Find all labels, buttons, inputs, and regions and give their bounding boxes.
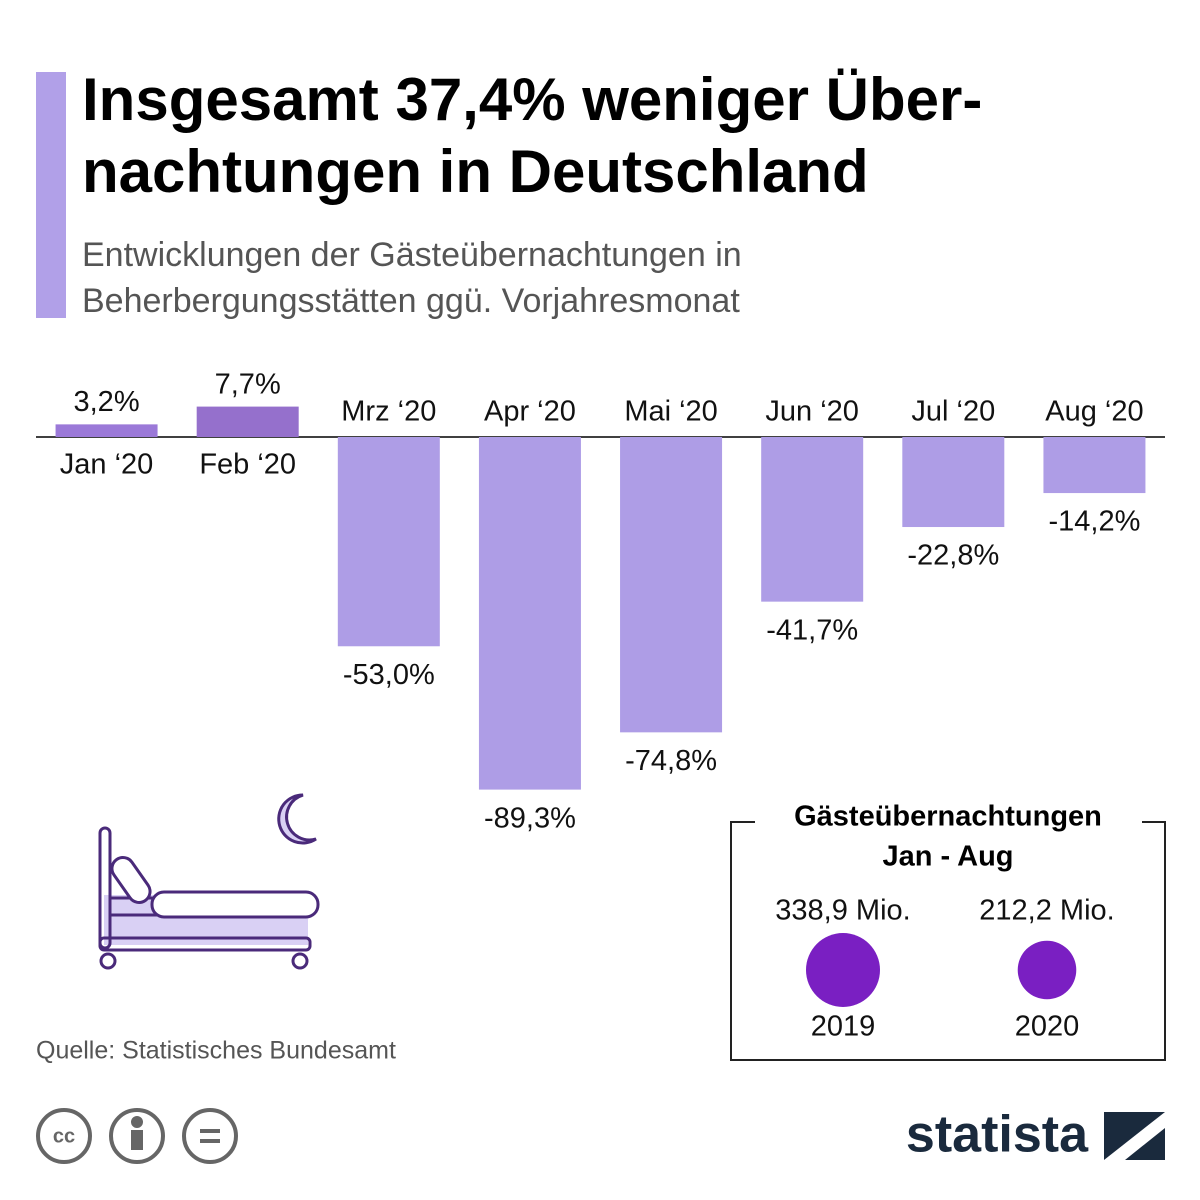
category-label: Mai ‘20 bbox=[624, 396, 718, 428]
bubble bbox=[805, 932, 881, 1008]
value-label: -53,0% bbox=[343, 659, 435, 691]
bar bbox=[1043, 437, 1146, 494]
value-label: 7,7% bbox=[215, 368, 281, 400]
category-label: Aug ‘20 bbox=[1045, 396, 1143, 428]
subtitle-line: Beherbergungsstätten ggü. Vorjahresmonat bbox=[82, 282, 740, 320]
logo-mark bbox=[1104, 1112, 1165, 1160]
value-label: -22,8% bbox=[907, 540, 999, 572]
value-label: -14,2% bbox=[1048, 506, 1140, 538]
bubble bbox=[1017, 940, 1077, 1000]
value-label: 338,9 Mio. bbox=[775, 895, 910, 927]
category-label: Jun ‘20 bbox=[765, 396, 859, 428]
category-label: Apr ‘20 bbox=[484, 396, 576, 428]
subtitle-line: Entwicklungen der Gästeübernachtungen in bbox=[82, 236, 742, 274]
category-label: Mrz ‘20 bbox=[341, 396, 436, 428]
category-label: Jan ‘20 bbox=[60, 449, 154, 481]
bar bbox=[337, 437, 440, 647]
bar bbox=[620, 437, 723, 733]
value-label: -74,8% bbox=[625, 745, 717, 777]
inset-title: Jan - Aug bbox=[882, 841, 1013, 873]
svg-text:cc: cc bbox=[53, 1125, 75, 1147]
category-label: Feb ‘20 bbox=[199, 449, 296, 481]
accent-bar bbox=[36, 72, 66, 318]
value-label: 3,2% bbox=[74, 386, 140, 418]
inset-frame bbox=[730, 821, 1166, 1061]
bar bbox=[478, 437, 581, 790]
bar bbox=[196, 406, 299, 437]
logo: statista bbox=[906, 1106, 1089, 1164]
category-label: Jul ‘20 bbox=[911, 396, 995, 428]
bed-icon bbox=[98, 793, 320, 970]
category-label: 2019 bbox=[811, 1011, 876, 1043]
title-line: Insgesamt 37,4% weniger Über- bbox=[82, 66, 982, 133]
bar bbox=[761, 437, 864, 602]
value-label: 212,2 Mio. bbox=[979, 895, 1114, 927]
title-line: nachtungen in Deutschland bbox=[82, 138, 869, 205]
license-icons: cc bbox=[36, 1108, 238, 1164]
category-label: 2020 bbox=[1015, 1011, 1080, 1043]
bar bbox=[55, 424, 158, 437]
value-label: -89,3% bbox=[484, 802, 576, 834]
source: Quelle: Statistisches Bundesamt bbox=[36, 1037, 396, 1065]
value-label: -41,7% bbox=[766, 614, 858, 646]
bar bbox=[902, 437, 1005, 528]
inset-title: Gästeübernachtungen bbox=[794, 801, 1102, 833]
